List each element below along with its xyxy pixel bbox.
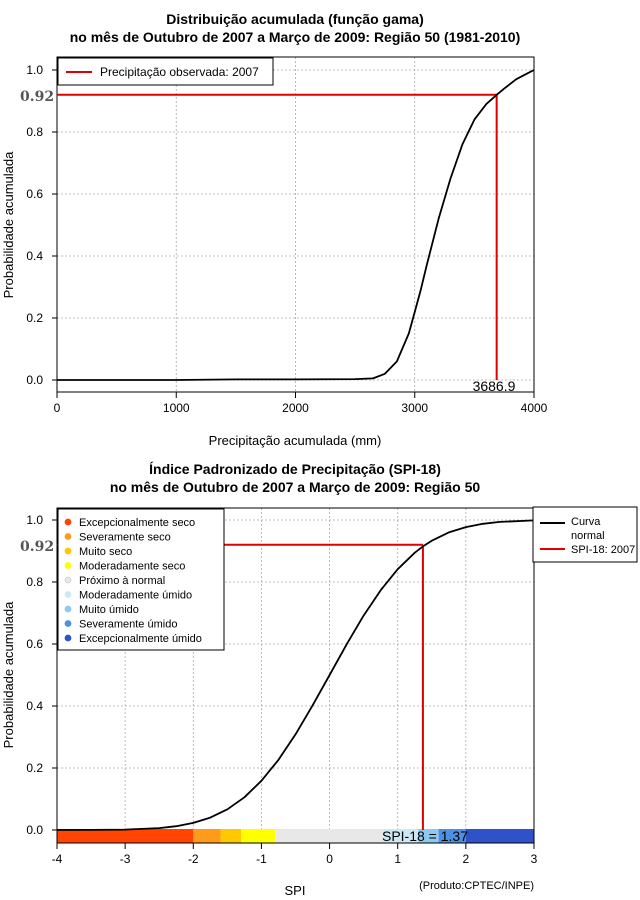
chart2-color-bar-segment-2 — [220, 829, 241, 843]
chart2-color-bar — [57, 829, 534, 843]
chart2-y-tick-label-3: 0.6 — [26, 637, 43, 651]
chart2-category-swatch-3 — [64, 562, 72, 569]
chart2-x-tick-label-4: 0 — [326, 852, 333, 866]
chart2-category-label-6: Muito úmido — [79, 604, 139, 616]
chart2-x-tick-label-5: 1 — [394, 852, 401, 866]
spi-chart: Índice Padronizado de Precipitação (SPI-… — [1, 461, 638, 898]
chart2-color-bar-segment-5 — [384, 829, 419, 843]
chart2-observed-y-label: 0.92 — [20, 539, 54, 555]
chart2-category-swatch-5 — [64, 591, 72, 598]
chart2-color-bar-segment-4 — [275, 829, 385, 843]
chart1-y-axis-label: Probabilidade acumulada — [1, 151, 16, 298]
chart2-category-label-1: Severamente seco — [79, 532, 171, 544]
chart1-title: Distribuição acumulada (função gama) — [166, 11, 424, 27]
chart1-y-tick-label-4: 0.8 — [26, 125, 43, 139]
chart1-y-ticks: 0.0 0.2 0.4 0.6 0.8 1.0 — [26, 63, 57, 387]
chart2-x-ticks: -4 -3 -2 -1 0 1 2 3 — [52, 842, 538, 866]
chart2-category-swatch-4 — [64, 576, 72, 584]
chart2-series-legend-box — [532, 506, 638, 563]
chart1-x-tick-label-1: 1000 — [163, 401, 190, 415]
chart1-subtitle: no mês de Outubro de 2007 a Março de 200… — [70, 29, 521, 45]
chart2-category-swatch-7 — [64, 620, 72, 627]
chart1-y-tick-label-0: 0.0 — [26, 373, 43, 387]
chart1-y-tick-label-1: 0.2 — [26, 311, 43, 325]
chart2-category-legend-box — [57, 508, 225, 651]
chart2-y-tick-label-2: 0.4 — [26, 699, 43, 713]
chart2-category-swatch-6 — [64, 605, 72, 613]
chart2-title: Índice Padronizado de Precipitação (SPI-… — [149, 461, 441, 477]
chart2-x-axis-label: SPI — [285, 883, 306, 898]
chart2-category-label-3: Moderadamente seco — [79, 561, 185, 573]
chart2-y-ticks: 0.0 0.2 0.4 0.6 0.8 1.0 — [26, 513, 57, 837]
chart2-y-tick-label-1: 0.2 — [26, 761, 43, 775]
chart2-subtitle: no mês de Outubro de 2007 a Março de 200… — [110, 479, 481, 495]
chart2-x-tick-label-2: -2 — [188, 852, 199, 866]
chart2-color-bar-segment-1 — [193, 829, 221, 843]
chart2-legend-label-normal-1: Curva — [571, 516, 601, 528]
chart1-x-tick-label-2: 2000 — [282, 401, 309, 415]
chart1-x-ticks: 0 1000 2000 3000 4000 — [54, 391, 548, 415]
chart1-series-line-0 — [57, 69, 535, 381]
chart2-category-label-7: Severamente úmido — [79, 619, 177, 631]
chart1-y-tick-label-5: 1.0 — [26, 63, 43, 77]
chart2-x-tick-label-3: -1 — [256, 852, 267, 866]
chart2-y-tick-label-0: 0.0 — [26, 823, 43, 837]
chart2-y-axis-label: Probabilidade acumulada — [1, 601, 16, 748]
chart1-y-tick-label-2: 0.4 — [26, 249, 43, 263]
chart2-category-label-4: Próximo à normal — [79, 575, 165, 587]
chart2-category-label-0: Excepcionalmente seco — [79, 517, 195, 529]
chart1-y-tick-label-3: 0.6 — [26, 187, 43, 201]
chart2-y-tick-label-4: 0.8 — [26, 575, 43, 589]
chart2-y-tick-label-5: 1.0 — [26, 513, 43, 527]
chart1-observed-x-label: 3686.9 — [473, 378, 516, 394]
chart2-category-label-5: Moderadamente úmido — [79, 590, 192, 602]
chart1-observed-y-label: 0.92 — [20, 89, 54, 105]
chart1-x-tick-label-0: 0 — [54, 401, 61, 415]
chart1-x-tick-label-3: 3000 — [401, 401, 428, 415]
chart2-category-swatch-1 — [64, 533, 72, 540]
chart1-x-axis-label: Precipitação acumulada (mm) — [209, 433, 382, 448]
chart1-legend: Precipitação observada: 2007 — [57, 57, 274, 86]
chart2-x-tick-label-1: -3 — [120, 852, 131, 866]
chart2-color-bar-segment-7 — [438, 829, 466, 843]
chart2-credit: (Produto:CPTEC/INPE) — [419, 880, 534, 892]
chart1-lines — [57, 69, 535, 381]
chart2-legend-label-spi: SPI-18: 2007 — [571, 544, 635, 556]
chart2-category-label-2: Muito seco — [79, 546, 132, 558]
chart2-color-bar-segment-3 — [240, 829, 276, 843]
chart2-series-line-0 — [56, 519, 535, 831]
chart2-x-tick-label-6: 2 — [463, 852, 470, 866]
chart1-grid — [56, 57, 535, 392]
chart2-spi-annotation: SPI-18 = 1.37 — [382, 828, 468, 844]
chart2-category-swatch-0 — [64, 518, 72, 526]
chart2-color-bar-segment-6 — [418, 829, 439, 843]
chart2-category-swatch-2 — [64, 547, 72, 555]
chart2-category-legend: Excepcionalmente seco Severamente seco Mui… — [57, 508, 225, 651]
chart2-color-bar-segment-8 — [465, 829, 534, 843]
chart2-color-bar-segment-0 — [57, 829, 194, 843]
chart2-legend-label-normal-2: normal — [571, 530, 605, 542]
chart1-legend-box — [57, 57, 274, 86]
chart2-x-tick-label-0: -4 — [52, 852, 63, 866]
chart2-category-swatch-8 — [64, 634, 72, 642]
chart1-legend-label: Precipitação observada: 2007 — [100, 65, 259, 79]
chart2-x-tick-label-7: 3 — [531, 852, 538, 866]
chart1-x-tick-label-4: 4000 — [521, 401, 548, 415]
chart2-series-legend: Curva normal SPI-18: 2007 — [532, 506, 638, 563]
gamma-distribution-chart: Distribuição acumulada (função gama) no … — [1, 11, 548, 448]
chart2-category-label-8: Excepcionalmente úmido — [79, 633, 202, 645]
